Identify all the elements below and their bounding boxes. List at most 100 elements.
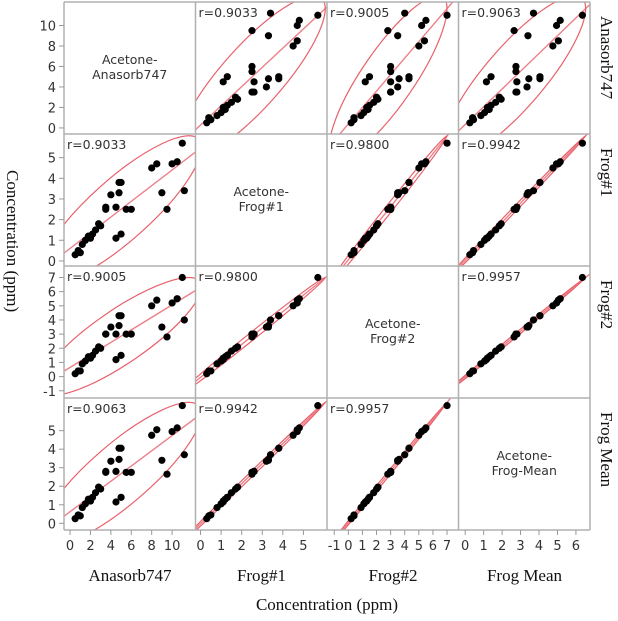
data-point: [231, 93, 240, 101]
y-tick-label: 6: [48, 60, 56, 75]
correlation-label: r=0.9033: [67, 137, 126, 152]
data-point: [529, 187, 538, 195]
data-point: [158, 456, 166, 464]
data-point: [264, 323, 273, 331]
data-point: [122, 468, 130, 476]
correlation-label: r=0.9005: [67, 269, 126, 284]
density-ellipse: [64, 135, 196, 266]
data-point: [295, 424, 303, 432]
data-point: [405, 444, 413, 452]
x-tick-label: 5: [415, 539, 423, 554]
data-point: [495, 344, 503, 352]
data-point: [264, 32, 273, 40]
data-point: [549, 42, 557, 50]
y-tick-label: 0: [48, 255, 56, 270]
y-tick-label: 2: [48, 480, 56, 495]
x-tick-label: 6: [572, 539, 580, 554]
y-tick-label: 2: [48, 214, 56, 229]
data-point: [148, 164, 156, 172]
x-tick-label: 3: [516, 539, 524, 554]
data-point: [289, 42, 297, 50]
data-point: [275, 444, 283, 452]
data-point: [443, 139, 451, 147]
data-point: [262, 83, 270, 91]
data-point: [173, 295, 181, 303]
x-tick-label: 1: [358, 539, 366, 554]
data-point: [524, 323, 532, 331]
data-point: [394, 83, 402, 91]
data-point: [127, 205, 135, 213]
data-point: [468, 114, 477, 122]
data-point: [178, 402, 186, 410]
data-point: [158, 323, 166, 331]
y-tick-label: 4: [48, 172, 56, 187]
data-point: [420, 37, 429, 45]
data-point: [205, 114, 213, 122]
data-point: [552, 21, 561, 30]
data-point: [487, 73, 495, 81]
y-tick-label: 1: [48, 356, 56, 371]
y-tick-label: 0: [48, 371, 56, 386]
data-point: [97, 344, 105, 352]
data-point: [487, 351, 495, 359]
data-point: [529, 9, 538, 17]
density-ellipse: [64, 401, 196, 530]
correlation-label: r=0.9033: [199, 5, 258, 20]
density-ellipse: [64, 276, 196, 397]
data-point: [422, 16, 430, 24]
data-point: [153, 296, 161, 304]
x-tick-label: 4: [401, 539, 409, 554]
data-point: [115, 178, 123, 187]
data-point: [266, 316, 275, 324]
data-point: [578, 139, 586, 147]
data-point: [76, 512, 84, 520]
data-point: [395, 75, 403, 83]
x-tick-label: 2: [238, 539, 246, 554]
col-label-frog-mean: Frog Mean: [486, 566, 563, 585]
data-point: [223, 493, 231, 501]
data-point: [510, 27, 518, 35]
density-ellipse: [328, 2, 448, 134]
data-point: [107, 191, 115, 199]
data-point: [512, 62, 520, 71]
data-point: [91, 489, 100, 497]
correlation-label: r=0.9063: [67, 401, 126, 416]
data-point: [384, 27, 392, 35]
data-point: [556, 16, 564, 24]
data-point: [250, 78, 258, 86]
x-tick-label: 3: [258, 539, 266, 554]
data-point: [264, 456, 273, 464]
data-point: [401, 187, 409, 195]
data-point: [523, 83, 531, 91]
x-tick-label: 0: [461, 539, 469, 554]
data-point: [117, 351, 125, 359]
data-point: [387, 467, 395, 476]
data-point: [578, 273, 586, 282]
row-label-frog-mean: Frog Mean: [597, 412, 616, 488]
data-point: [117, 493, 125, 501]
data-point: [266, 9, 275, 17]
cell-0-2: r=0.9005: [328, 2, 454, 134]
data-point: [115, 444, 123, 452]
x-tick-label: 2: [498, 539, 506, 554]
data-point: [513, 88, 521, 96]
data-point: [231, 485, 240, 493]
diagonal-label: Acetone-: [365, 316, 421, 331]
data-point: [513, 203, 521, 211]
x-tick-label: 8: [148, 539, 156, 554]
data-point: [418, 21, 426, 30]
data-point: [231, 344, 240, 352]
x-axis-title: Concentration (ppm): [255, 595, 399, 614]
x-tick-label: 10: [164, 539, 181, 554]
x-tick-label: 5: [553, 539, 561, 554]
density-ellipse: [458, 2, 587, 134]
y-tick-label: 3: [48, 328, 56, 343]
data-point: [482, 78, 491, 86]
data-point: [122, 330, 130, 338]
correlation-label: r=0.9005: [330, 5, 389, 20]
x-tick-label: 6: [127, 539, 135, 554]
data-point: [372, 222, 381, 230]
data-point: [180, 316, 188, 324]
data-point: [443, 402, 451, 410]
data-point: [405, 178, 413, 187]
